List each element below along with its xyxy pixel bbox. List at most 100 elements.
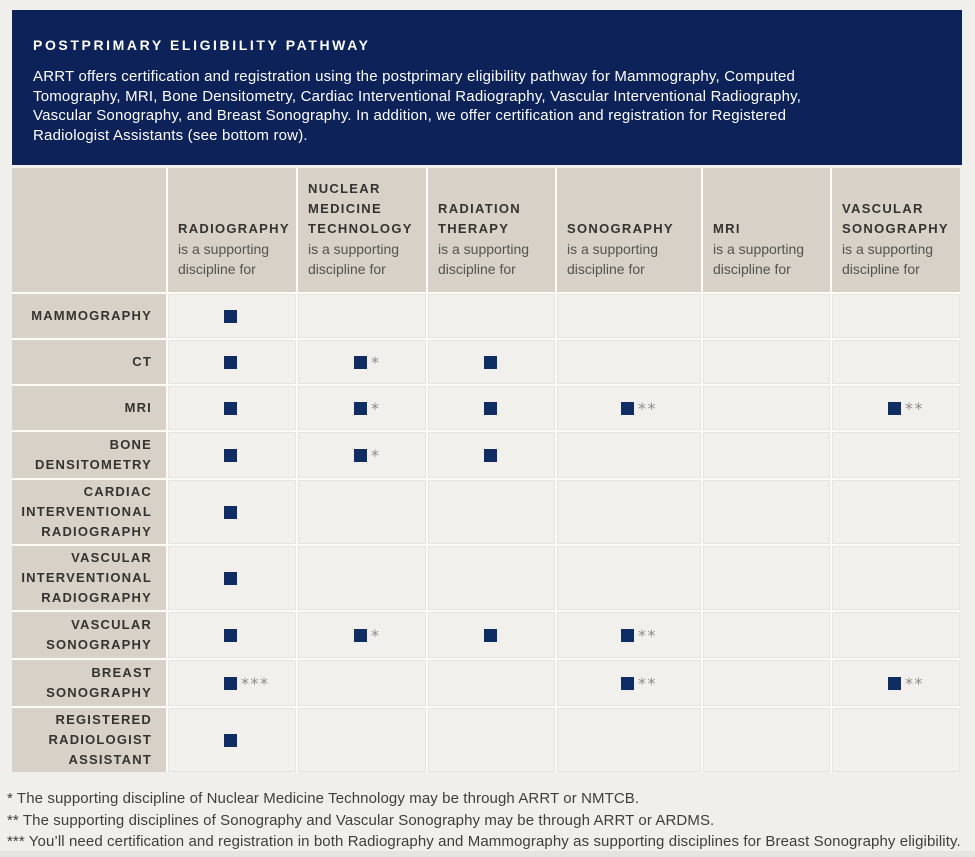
footnote-double-asterisk: ** The supporting disciplines of Sonogra… [7, 811, 715, 829]
column-header-subtitle: is a supporting discipline for [713, 241, 805, 277]
eligible-square-icon [224, 571, 237, 585]
cell-registered-radiologist-assistant-radiography [168, 708, 296, 772]
column-header-subtitle: is a supporting discipline for [842, 241, 934, 277]
eligible-square-icon [224, 309, 237, 323]
eligible-square-icon [483, 628, 497, 642]
eligible-square-icon [354, 448, 367, 462]
cell-bone-densitometry-radiography [168, 432, 296, 478]
cell-cardiac-interventional-radiography-vascular-sonography [832, 480, 960, 544]
cell-vascular-interventional-radiography-radiography [168, 546, 296, 610]
cell-breast-sonography-radiation-therapy [428, 660, 555, 706]
footnote-marker: ** [905, 674, 924, 693]
footnote-marker: * [371, 446, 381, 465]
column-header-subtitle: is a supporting discipline for [567, 241, 659, 277]
cell-bone-densitometry-radiation-therapy [428, 432, 555, 478]
cell-cardiac-interventional-radiography-mri [703, 480, 830, 544]
cell-breast-sonography-vascular-sonography: ** [832, 660, 960, 706]
cell-ct-radiography [168, 340, 296, 384]
cell-bone-densitometry-nuclear-medicine-technology: * [298, 432, 426, 478]
column-header-subtitle: is a supporting discipline for [178, 241, 270, 277]
eligible-square-icon [483, 355, 497, 369]
cell-ct-sonography [557, 340, 701, 384]
column-header-nuclear-medicine-technology: NUCLEAR MEDICINE TECHNOLOGY is a supporti… [298, 168, 426, 292]
footnote-marker: *** [241, 674, 270, 693]
cell-mammography-vascular-sonography [832, 294, 960, 338]
eligible-square-icon [224, 505, 237, 519]
column-header-label: NUCLEAR MEDICINE TECHNOLOGY [308, 181, 413, 236]
footnote-marker: * [371, 626, 381, 645]
cell-cardiac-interventional-radiography-nuclear-medicine-technology [298, 480, 426, 544]
column-header-label: RADIOGRAPHY [178, 221, 290, 236]
intro-banner: POSTPRIMARY ELIGIBILITY PATHWAY ARRT off… [12, 10, 962, 165]
cell-bone-densitometry-vascular-sonography [832, 432, 960, 478]
cell-vascular-interventional-radiography-radiation-therapy [428, 546, 555, 610]
cell-mammography-nuclear-medicine-technology [298, 294, 426, 338]
eligible-square-icon [354, 355, 367, 369]
bottom-edge-strip [0, 851, 975, 857]
column-header-radiography: RADIOGRAPHY is a supporting discipline fo… [168, 168, 296, 292]
eligible-square-icon [621, 676, 634, 690]
cell-mri-vascular-sonography: ** [832, 386, 960, 430]
column-header-vascular-sonography: VASCULAR SONOGRAPHY is a supporting disci… [832, 168, 960, 292]
cell-vascular-interventional-radiography-nuclear-medicine-technology [298, 546, 426, 610]
cell-vascular-interventional-radiography-sonography [557, 546, 701, 610]
cell-vascular-sonography-radiography [168, 612, 296, 658]
cell-registered-radiologist-assistant-nuclear-medicine-technology [298, 708, 426, 772]
cell-cardiac-interventional-radiography-radiography [168, 480, 296, 544]
column-header-subtitle: is a supporting discipline for [308, 241, 400, 277]
eligible-square-icon [621, 401, 634, 415]
cell-vascular-sonography-vascular-sonography [832, 612, 960, 658]
cell-registered-radiologist-assistant-radiation-therapy [428, 708, 555, 772]
cell-ct-vascular-sonography [832, 340, 960, 384]
cell-vascular-interventional-radiography-vascular-sonography [832, 546, 960, 610]
cell-vascular-interventional-radiography-mri [703, 546, 830, 610]
cell-breast-sonography-sonography: ** [557, 660, 701, 706]
footnote-marker: * [371, 353, 381, 372]
row-label-ct: CT [12, 340, 166, 384]
footnote-marker: ** [638, 399, 657, 418]
cell-mammography-mri [703, 294, 830, 338]
footnote-marker: * [371, 399, 381, 418]
eligible-square-icon [224, 448, 237, 462]
cell-mri-sonography: ** [557, 386, 701, 430]
column-header-label: SONOGRAPHY [567, 221, 674, 236]
cell-cardiac-interventional-radiography-radiation-therapy [428, 480, 555, 544]
cell-vascular-sonography-nuclear-medicine-technology: * [298, 612, 426, 658]
row-label-breast-sonography: BREAST SONOGRAPHY [12, 660, 166, 706]
eligible-square-icon [224, 628, 237, 642]
cell-mri-radiography [168, 386, 296, 430]
eligible-square-icon [483, 401, 497, 415]
cell-mri-nuclear-medicine-technology: * [298, 386, 426, 430]
eligible-square-icon [354, 401, 367, 415]
column-header-label: VASCULAR SONOGRAPHY [842, 201, 949, 236]
footnote-marker: ** [905, 399, 924, 418]
eligible-square-icon [224, 355, 237, 369]
column-header-label: MRI [713, 221, 741, 236]
cell-breast-sonography-radiography: *** [168, 660, 296, 706]
footnote-triple-asterisk: *** You’ll need certification and regist… [7, 833, 961, 850]
row-label-vascular-sonography: VASCULAR SONOGRAPHY [12, 612, 166, 658]
cell-ct-mri [703, 340, 830, 384]
cell-vascular-sonography-mri [703, 612, 830, 658]
cell-registered-radiologist-assistant-sonography [557, 708, 701, 772]
eligible-square-icon [483, 448, 497, 462]
column-header-radiation-therapy: RADIATION THERAPY is a supporting discipl… [428, 168, 555, 292]
row-label-bone-densitometry: BONE DENSITOMETRY [12, 432, 166, 478]
footnote-marker: ** [638, 626, 657, 645]
column-header-mri: MRI is a supporting discipline for [703, 168, 830, 292]
cell-breast-sonography-mri [703, 660, 830, 706]
eligible-square-icon [224, 401, 237, 415]
intro-text-line: Tomography, MRI, Bone Densitometry, Card… [33, 87, 802, 105]
eligible-square-icon [621, 628, 634, 642]
cell-bone-densitometry-mri [703, 432, 830, 478]
matrix-corner-cell [12, 168, 166, 292]
cell-mammography-radiography [168, 294, 296, 338]
intro-text-line: Radiologist Assistants (see bottom row). [33, 126, 308, 144]
row-label-mammography: MAMMOGRAPHY [12, 294, 166, 338]
cell-registered-radiologist-assistant-mri [703, 708, 830, 772]
column-header-sonography: SONOGRAPHY is a supporting discipline for [557, 168, 701, 292]
cell-ct-radiation-therapy [428, 340, 555, 384]
cell-bone-densitometry-sonography [557, 432, 701, 478]
row-label-registered-radiologist-assistant: REGISTERED RADIOLOGIST ASSISTANT [12, 708, 166, 772]
